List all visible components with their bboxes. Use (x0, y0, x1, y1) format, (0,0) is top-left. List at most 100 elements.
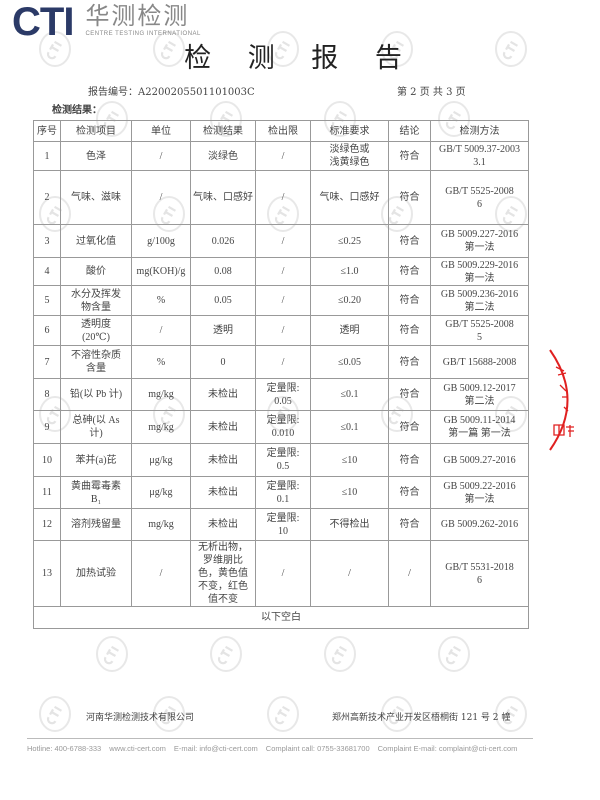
table-cell: / (255, 170, 311, 225)
table-cell: GB 5009.12-2017 第二法 (430, 378, 529, 411)
table-row: 10 苯并(a)芘 μg/kg 未检出 定量限: 0.5 ≤10 符合 GB 5009.27-… (33, 443, 529, 477)
table-cell: 8 (33, 378, 61, 411)
table-cell: 符合 (388, 141, 431, 171)
table-row: 7 不溶性杂质 含量% 0/≤0.05 符合 GB/T 15688-2008 (33, 345, 529, 379)
table-cell: 淡绿色或 浅黄绿色 (310, 141, 389, 171)
page-number: 第 2 页 共 3 页 (397, 87, 466, 98)
table-cell: 总砷(以 As 计) (60, 410, 132, 444)
table-cell: 符合 (388, 378, 431, 411)
table-cell: 未检出 (190, 378, 256, 411)
table-cell: / (131, 141, 191, 171)
table-cell: 未检出 (190, 443, 256, 477)
table-cell: 气味、口感好 (310, 170, 389, 225)
table-cell: / (310, 540, 389, 607)
table-cell: GB 5009.262-2016 (430, 508, 529, 541)
table-cell: 12 (33, 508, 61, 541)
table-cell: GB 5009.229-2016 第一法 (430, 257, 529, 286)
table-cell: μg/kg (131, 443, 191, 477)
table-cell: g/100g (131, 224, 191, 258)
table-cell: 加热试验 (60, 540, 132, 607)
column-header: 单位 (131, 120, 191, 142)
table-cell: 3 (33, 224, 61, 258)
table-cell: 11 (33, 476, 61, 509)
table-cell: 5 (33, 285, 61, 316)
table-cell: 不溶性杂质 含量 (60, 345, 132, 379)
table-cell: ≤0.1 (310, 378, 389, 411)
table-cell: 定量限: 0.1 (255, 476, 311, 509)
table-cell: GB 5009.22-2016 第一法 (430, 476, 529, 509)
table-cell: GB 5009.227-2016 第一法 (430, 224, 529, 258)
table-cell: 1 (33, 141, 61, 171)
cti-logo: CTI 华测检测 CENTRE TESTING INTERNATIONAL (12, 2, 201, 42)
table-cell: 4 (33, 257, 61, 286)
column-header: 检测结果 (190, 120, 256, 142)
table-cell: / (255, 224, 311, 258)
logo-cn: 华测检测 (85, 2, 190, 30)
contact-line: Hotline: 400-6788-333 www.cti-cert.com E-m… (27, 744, 573, 754)
table-row: 6 透明度 (20℃) / 透明 / 透明 符合 GB/T 5525-2008 5 (33, 315, 529, 346)
table-cell: GB 5009.236-2016 第二法 (430, 285, 529, 316)
contact-item: www.cti-cert.com (109, 744, 166, 753)
table-cell: / (388, 540, 431, 607)
table-cell: mg(KOH)/g (131, 257, 191, 286)
table-cell: GB/T 5525-2008 6 (430, 170, 529, 225)
column-header: 检出限 (255, 120, 311, 142)
table-cell: 定量限: 0.5 (255, 443, 311, 477)
table-cell: 符合 (388, 476, 431, 509)
table-cell: mg/kg (131, 410, 191, 444)
column-header: 序号 (33, 120, 61, 142)
table-cell: 水分及挥发 物含量 (60, 285, 132, 316)
table-cell: ≤0.1 (310, 410, 389, 444)
table-cell: 无析出物， 罗维朋比 色，黄色值 不变，红色 值不变 (190, 540, 256, 607)
table-cell: 符合 (388, 508, 431, 541)
table-cell: 铅(以 Pb 计) (60, 378, 132, 411)
contact-item: E-mail: info@cti-cert.com (173, 744, 258, 753)
table-cell: 淡绿色 (190, 141, 256, 171)
section-heading: 检测结果： (52, 105, 102, 116)
table-cell: 不得检出 (310, 508, 389, 541)
table-header: 序号 检测项目 单位 检测结果 检出限 标准要求 结论 检测方法 (33, 120, 529, 142)
table-cell: / (255, 540, 311, 607)
table-cell: 酸价 (60, 257, 132, 286)
logo-brand: CTI (12, 0, 74, 44)
table-cell: 符合 (388, 410, 431, 444)
table-cell: % (131, 285, 191, 316)
table-cell: GB/T 15688-2008 (430, 345, 529, 379)
table-cell: / (255, 141, 311, 171)
table-cell: ≤0.25 (310, 224, 389, 258)
table-cell: 气味、口感好 (190, 170, 256, 225)
table-cell: 透明度 (20℃) (60, 315, 132, 346)
cti-watermark-icon (267, 696, 299, 732)
contact-item: Complaint call: 0755-33681700 (265, 744, 370, 753)
page-title: 检 测 报 告 (184, 43, 416, 74)
table-cell: 符合 (388, 285, 431, 316)
contact-item: Complaint E-mail: complaint@cti-cert.com (377, 744, 518, 753)
table-cell: 符合 (388, 345, 431, 379)
table-cell: GB 5009.27-2016 (430, 443, 529, 477)
footer-divider (27, 738, 533, 739)
cti-watermark-icon (210, 636, 242, 672)
contact-item: Hotline: 400-6788-333 (27, 744, 102, 753)
table-cell: 0.026 (190, 224, 256, 258)
report-number: 报告编号：A2200205501101003C (88, 87, 255, 98)
table-cell: ≤0.05 (310, 345, 389, 379)
table-cell: 定量限: 0.010 (255, 410, 311, 444)
footer-company: 河南华测检测技术有限公司 (86, 713, 195, 723)
table-cell: GB/T 5531-2018 6 (430, 540, 529, 607)
table-cell: mg/kg (131, 378, 191, 411)
table-cell: GB 5009.11-2014 第一篇 第一法 (430, 410, 529, 444)
table-cell: mg/kg (131, 508, 191, 541)
table-cell: 0 (190, 345, 256, 379)
table-cell: GB/T 5525-2008 5 (430, 315, 529, 346)
table-row: 4 酸价 mg(KOH)/g 0.08/≤1.0 符合 GB 5009.229-2016 … (33, 257, 529, 286)
table-cell: / (255, 315, 311, 346)
table-cell: 2 (33, 170, 61, 225)
blank-note: 以下空白 (33, 606, 529, 629)
table-cell: / (255, 285, 311, 316)
table-cell: 过氧化值 (60, 224, 132, 258)
table-cell: 符合 (388, 443, 431, 477)
table-cell: ≤10 (310, 443, 389, 477)
table-cell: 未检出 (190, 410, 256, 444)
table-cell: 透明 (310, 315, 389, 346)
logo-en: CENTRE TESTING INTERNATIONAL (85, 31, 201, 37)
